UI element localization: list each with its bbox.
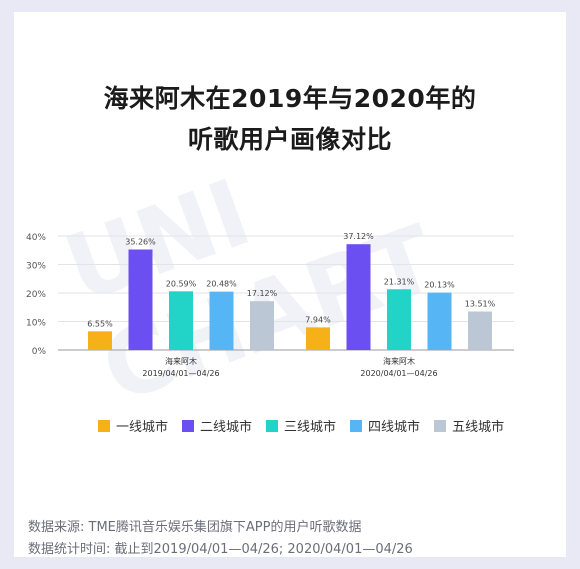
- legend-swatch: [182, 419, 195, 432]
- data-label: 13.51%: [465, 299, 496, 308]
- chart-title-line-1: 海来阿木在2019年与2020年的: [103, 84, 477, 113]
- legend-swatch: [98, 419, 110, 432]
- legend-label: 一线城市: [116, 420, 169, 435]
- legend-item: 二线城市: [182, 416, 252, 435]
- chart-legend: 一线城市 二线城市 三线城市 四线城市 五线城市: [98, 416, 518, 435]
- data-label: 20.48%: [206, 280, 237, 289]
- legend-swatch: [266, 419, 279, 432]
- bar: [88, 331, 112, 350]
- bar: [128, 249, 153, 350]
- data-period-note: 数据统计时间: 截止到2019/04/01—04/26; 2020/04/01—…: [28, 542, 413, 557]
- y-tick-label: 20%: [26, 290, 46, 300]
- x-category-period: 2019/04/01—04/26: [142, 369, 219, 378]
- x-category-label: 海来阿木: [383, 356, 415, 366]
- y-tick-label: 40%: [26, 233, 46, 243]
- legend-label: 三线城市: [284, 420, 337, 435]
- y-tick-label: 30%: [26, 262, 46, 272]
- legend-item: 一线城市: [98, 416, 168, 435]
- legend-item: 四线城市: [350, 416, 420, 435]
- bar: [468, 311, 492, 350]
- bar: [169, 291, 193, 350]
- data-label: 6.55%: [87, 319, 113, 328]
- bar: [346, 244, 371, 350]
- data-label: 37.12%: [343, 232, 374, 241]
- y-tick-label: 10%: [26, 319, 46, 329]
- chart-title-line-2: 听歌用户画像对比: [187, 125, 392, 154]
- data-label: 21.31%: [384, 277, 415, 286]
- y-tick-label: 0%: [32, 347, 47, 357]
- chart-card: UNI CHART 海来阿木在2019年与2020年的 听歌用户画像对比 40%…: [14, 12, 566, 557]
- data-source-note: 数据来源: TME腾讯音乐娱乐集团旗下APP的用户听歌数据: [28, 520, 362, 535]
- data-label: 17.12%: [247, 289, 278, 298]
- bar: [427, 292, 452, 350]
- legend-swatch: [434, 419, 447, 432]
- legend-swatch: [350, 419, 363, 432]
- data-label: 20.59%: [166, 279, 197, 288]
- x-category-period: 2020/04/01—04/26: [360, 369, 437, 378]
- legend-label: 二线城市: [200, 420, 253, 435]
- bar-chart: 40% 30% 20% 10% 0% 6.55% 35.26% 20.59% 20.48% 17.…: [26, 232, 514, 378]
- data-label: 7.94%: [305, 315, 331, 324]
- bar: [387, 289, 411, 350]
- legend-label: 四线城市: [368, 420, 421, 435]
- legend-item: 三线城市: [266, 416, 336, 435]
- bar: [209, 291, 234, 350]
- bar: [306, 327, 330, 350]
- data-label: 20.13%: [424, 281, 455, 290]
- legend-label: 五线城市: [452, 420, 505, 435]
- legend-item: 五线城市: [434, 416, 504, 435]
- data-label: 35.26%: [125, 238, 156, 247]
- x-category-label: 海来阿木: [165, 356, 197, 366]
- bar: [250, 301, 274, 350]
